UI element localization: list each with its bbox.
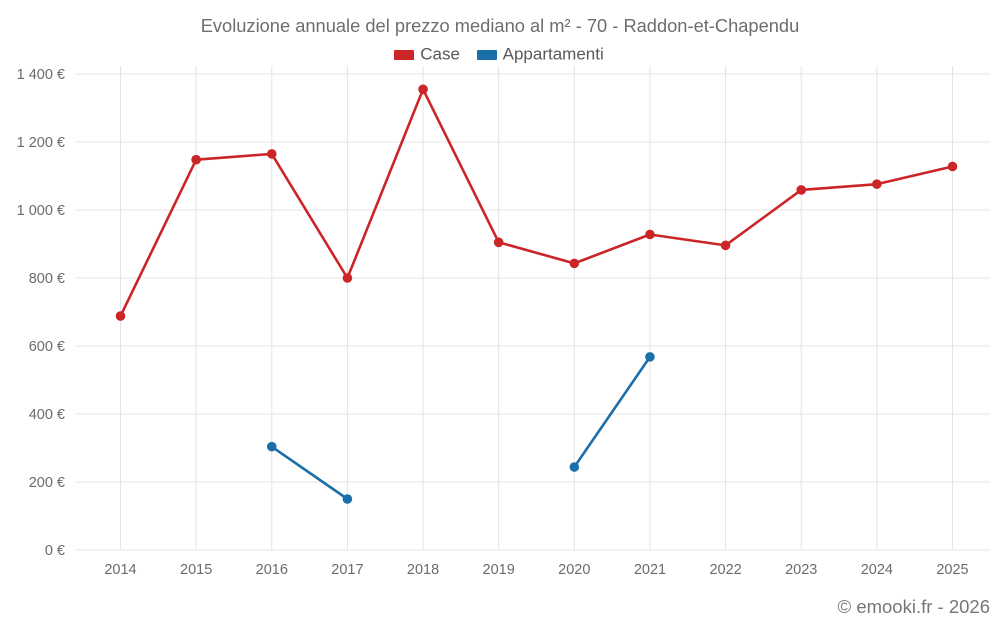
svg-text:1 000 €: 1 000 € bbox=[17, 203, 65, 219]
svg-text:2020: 2020 bbox=[558, 562, 590, 578]
svg-text:0 €: 0 € bbox=[45, 543, 65, 559]
svg-text:800 €: 800 € bbox=[29, 271, 65, 287]
svg-text:2016: 2016 bbox=[256, 562, 288, 578]
svg-text:2022: 2022 bbox=[709, 562, 741, 578]
svg-text:2014: 2014 bbox=[104, 562, 136, 578]
svg-text:600 €: 600 € bbox=[29, 339, 65, 355]
svg-text:200 €: 200 € bbox=[29, 475, 65, 491]
svg-text:1 400 €: 1 400 € bbox=[17, 67, 65, 83]
svg-text:2015: 2015 bbox=[180, 562, 212, 578]
svg-text:2018: 2018 bbox=[407, 562, 439, 578]
svg-text:2019: 2019 bbox=[483, 562, 515, 578]
svg-text:1 200 €: 1 200 € bbox=[17, 135, 65, 151]
svg-text:2017: 2017 bbox=[331, 562, 363, 578]
svg-text:400 €: 400 € bbox=[29, 407, 65, 423]
svg-text:2021: 2021 bbox=[634, 562, 666, 578]
svg-text:2024: 2024 bbox=[861, 562, 893, 578]
svg-text:2023: 2023 bbox=[785, 562, 817, 578]
svg-text:2025: 2025 bbox=[936, 562, 968, 578]
